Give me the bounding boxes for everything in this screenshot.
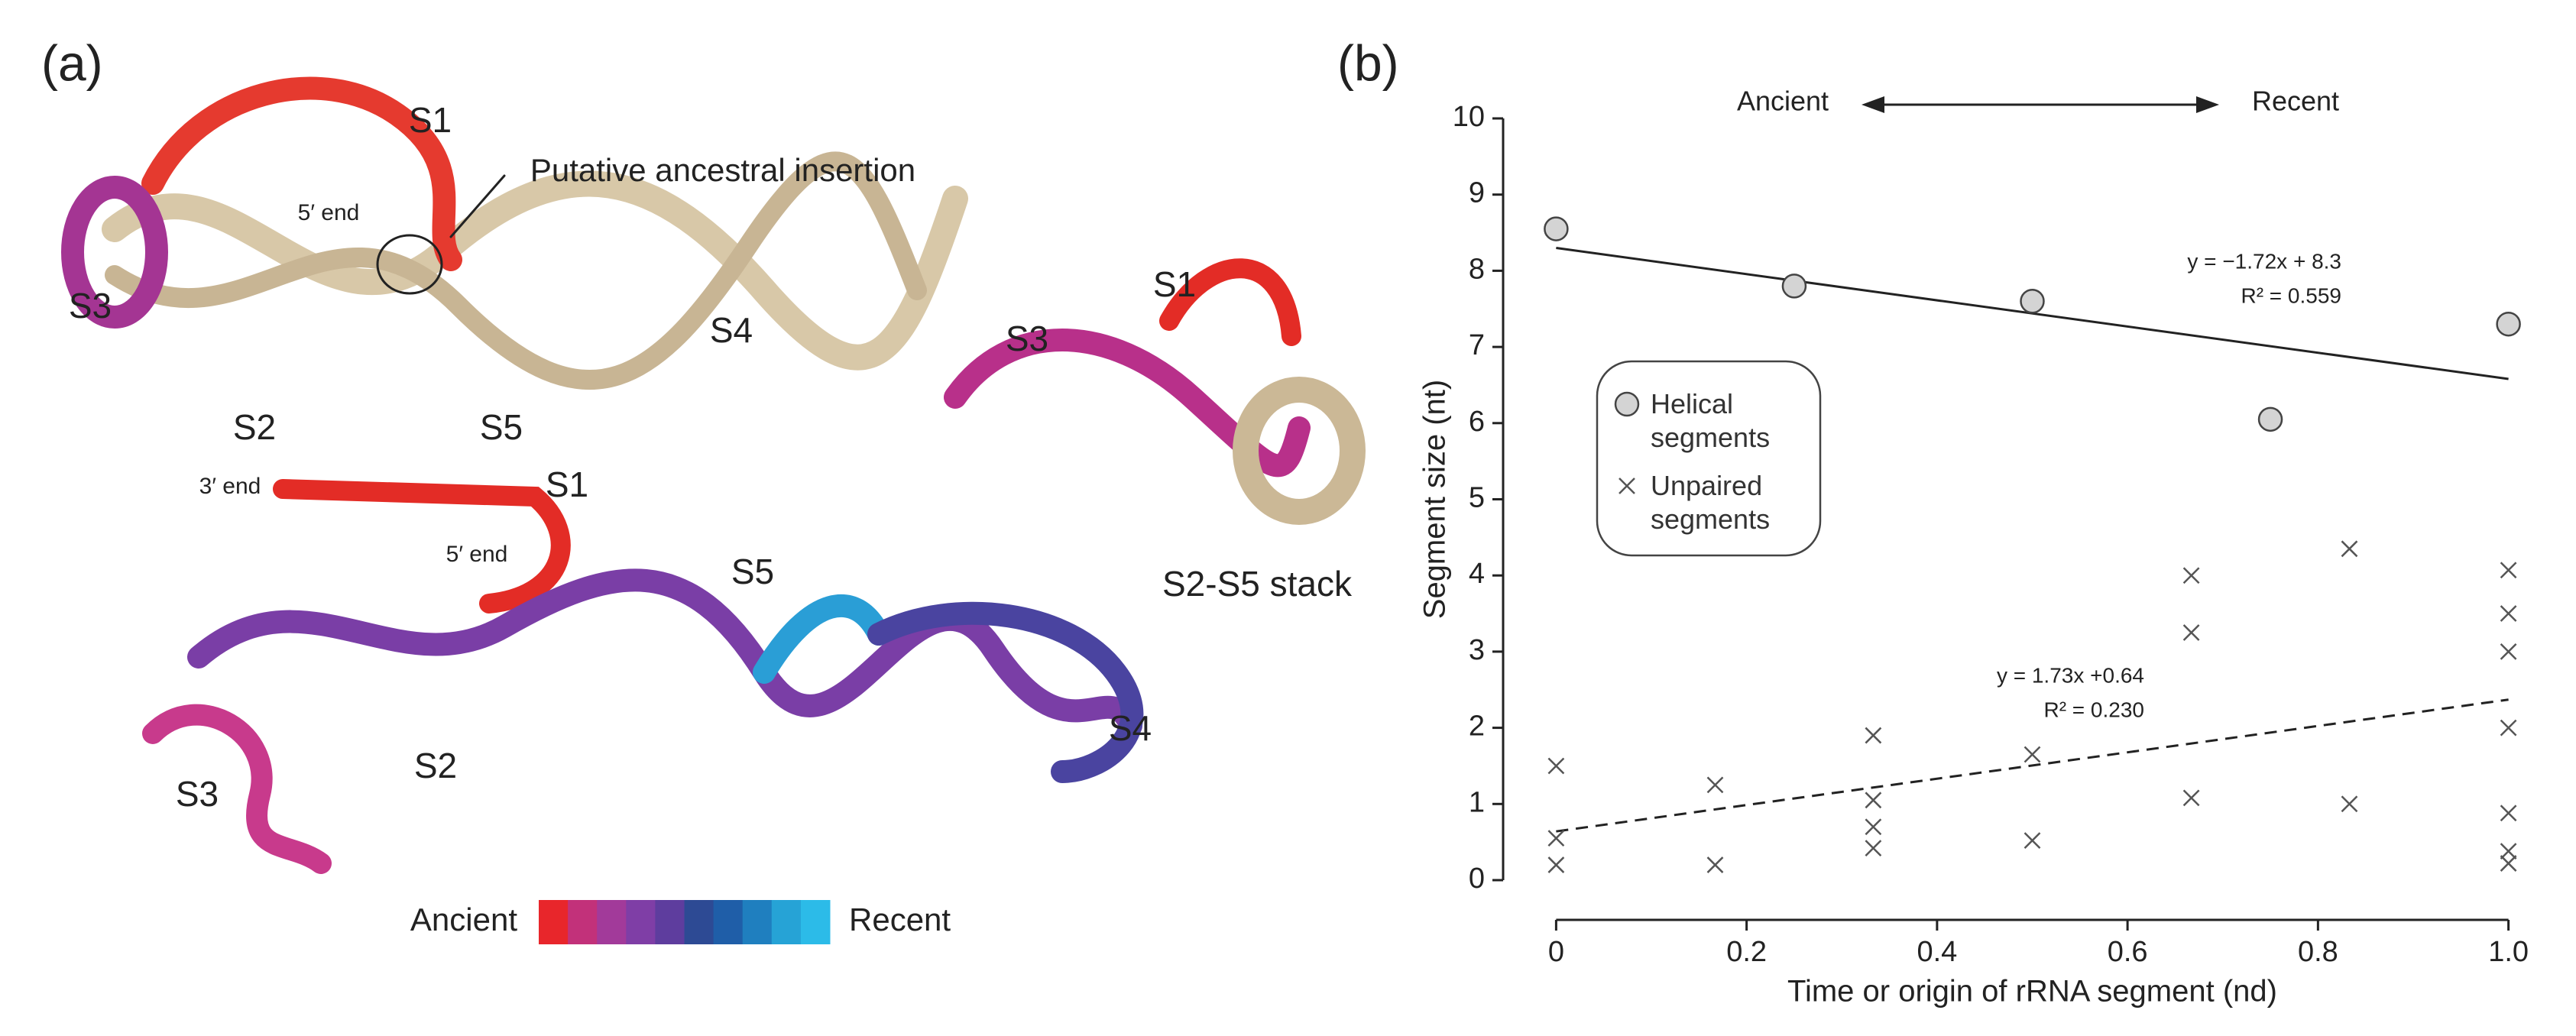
point [2500,719,2517,737]
point [1547,757,1565,775]
arrow-head [2196,96,2219,113]
structure-label: 5′ end [298,200,360,225]
point [2257,406,2283,432]
point [1547,830,1565,847]
scale-swatch [568,900,598,944]
point [1865,818,1882,836]
x-tick-label: 0.4 [1917,936,1957,968]
point [2024,832,2041,850]
y-tick-label: 6 [1469,406,1485,438]
trend-r2: R² = 0.230 [2043,698,2144,721]
structure-label: S1 [1153,264,1196,304]
structure-label: S3 [176,774,219,814]
structure-label: S1 [409,100,452,140]
y-tick-label: 4 [1469,558,1485,590]
arrow-head [1862,96,1884,113]
legend-label: Unpaired segments [1651,470,1771,535]
trend-equation: y = −1.72x + 8.3 [2187,249,2341,273]
y-tick-label: 3 [1469,634,1485,666]
structure-label: S2 [414,746,457,785]
point [1544,216,1569,241]
scale-swatch [626,900,656,944]
scale-swatch [771,900,802,944]
structure-label: Putative ancestral insertion [530,152,915,188]
point [2500,562,2517,579]
structure-label: S1 [546,465,588,504]
point [1865,792,1882,809]
structure-label: 3′ end [199,474,261,499]
point [1781,274,1807,299]
molecule-bottom [142,479,1144,874]
scale-swatch [713,900,744,944]
point [2500,643,2517,660]
scale-swatch [742,900,773,944]
scale-swatch [655,900,685,944]
point [1865,840,1882,857]
trend-equation: y = 1.73x +0.64 [1997,663,2144,687]
structure-label: S4 [1109,708,1152,748]
annotation: Recent [2252,86,2339,117]
y-tick-label: 5 [1469,482,1485,514]
y-tick-label: 1 [1469,786,1485,818]
x-tick-label: 0.6 [2108,936,2148,968]
trendline [1556,698,2509,833]
y-tick-label: 2 [1469,711,1485,743]
point [2024,746,2041,763]
point [1706,776,1724,794]
x-tick-label: 1.0 [2488,936,2529,968]
scale-swatch [597,900,627,944]
x-tick-label: 0 [1548,936,1564,968]
y-tick-label: 8 [1469,253,1485,285]
structure-label: S3 [69,286,112,325]
x-tick-label: 0.2 [1726,936,1767,968]
point [1547,856,1565,873]
legend-marker [1614,391,1640,417]
trend-r2: R² = 0.559 [2241,283,2341,307]
structure-label: S4 [710,310,753,350]
panel-label: (b) [1337,34,1399,91]
x-axis-label: Time or origin of rRNA segment (nd) [1787,975,2277,1008]
point [2500,843,2517,860]
molecule-right [944,258,1366,525]
legend-marker [1619,478,1635,494]
point [2020,289,2045,314]
molecule-top [61,76,968,390]
structure-label: S5 [731,552,774,591]
scale-start: Ancient [410,902,517,937]
point [1706,856,1724,873]
annotation: Ancient [1737,86,1829,117]
y-tick-label: 9 [1469,177,1485,209]
structure-label: S5 [480,407,523,447]
point [2496,311,2521,337]
point [2182,624,2200,641]
scale-end: Recent [849,902,951,937]
legend-box [1596,360,1822,557]
structure-label: S3 [1006,319,1048,358]
x-tick-label: 0.8 [2298,936,2338,968]
point [1865,727,1882,744]
point [2182,789,2200,807]
point [2500,855,2517,872]
point [2341,795,2358,813]
structure-label: 5′ end [446,542,508,567]
y-axis-label: Segment size (nt) [1418,380,1452,619]
y-tick-label: 7 [1469,329,1485,361]
scale-swatch [684,900,714,944]
scale-swatch [800,900,831,944]
panel-label: (a) [41,34,103,91]
point [2182,567,2200,584]
y-tick-label: 0 [1469,863,1485,895]
legend-label: Helical segments [1651,388,1771,453]
point [2500,605,2517,622]
structure-label: S2-S5 stack [1162,564,1353,604]
point [2341,540,2358,558]
y-tick-label: 10 [1453,101,1485,133]
point [2500,805,2517,822]
structure-label: S2 [233,407,276,447]
scale-swatch [539,900,569,944]
